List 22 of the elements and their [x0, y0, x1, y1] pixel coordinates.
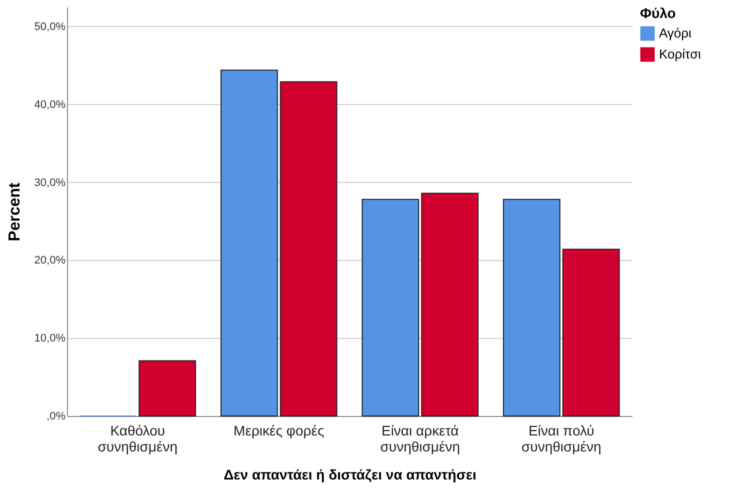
x-tick-label: Είναι πολύ συνηθισμένη: [522, 422, 602, 454]
y-tick-label: 30,0%: [34, 176, 66, 189]
y-tick-label: 40,0%: [34, 98, 66, 111]
y-axis-title: Percent: [6, 182, 24, 242]
x-tick-label: Είναι αρκετά συνηθισμένη: [380, 422, 460, 454]
bar: [502, 198, 560, 416]
bar: [421, 192, 479, 416]
bar: [562, 248, 620, 416]
y-tick-label: 50,0%: [34, 20, 66, 33]
legend-label: Αγόρι: [659, 26, 692, 40]
x-axis-title: Δεν απαντάει ή διστάζει να απαντήσει: [224, 466, 477, 482]
bar: [362, 198, 420, 416]
legend-title: Φύλο: [640, 5, 676, 21]
y-tick-label: 10,0%: [34, 332, 66, 345]
x-tick-label: Μερικές φορές: [234, 422, 324, 438]
bar: [138, 360, 196, 416]
y-tick-label: 20,0%: [34, 254, 66, 267]
bar: [220, 70, 278, 416]
legend-label: Κορίτσι: [659, 46, 701, 62]
y-tick-label: ,0%: [46, 410, 66, 422]
x-tick-label: Καθόλου συνηθισμένη: [98, 422, 178, 454]
bar: [280, 81, 338, 416]
